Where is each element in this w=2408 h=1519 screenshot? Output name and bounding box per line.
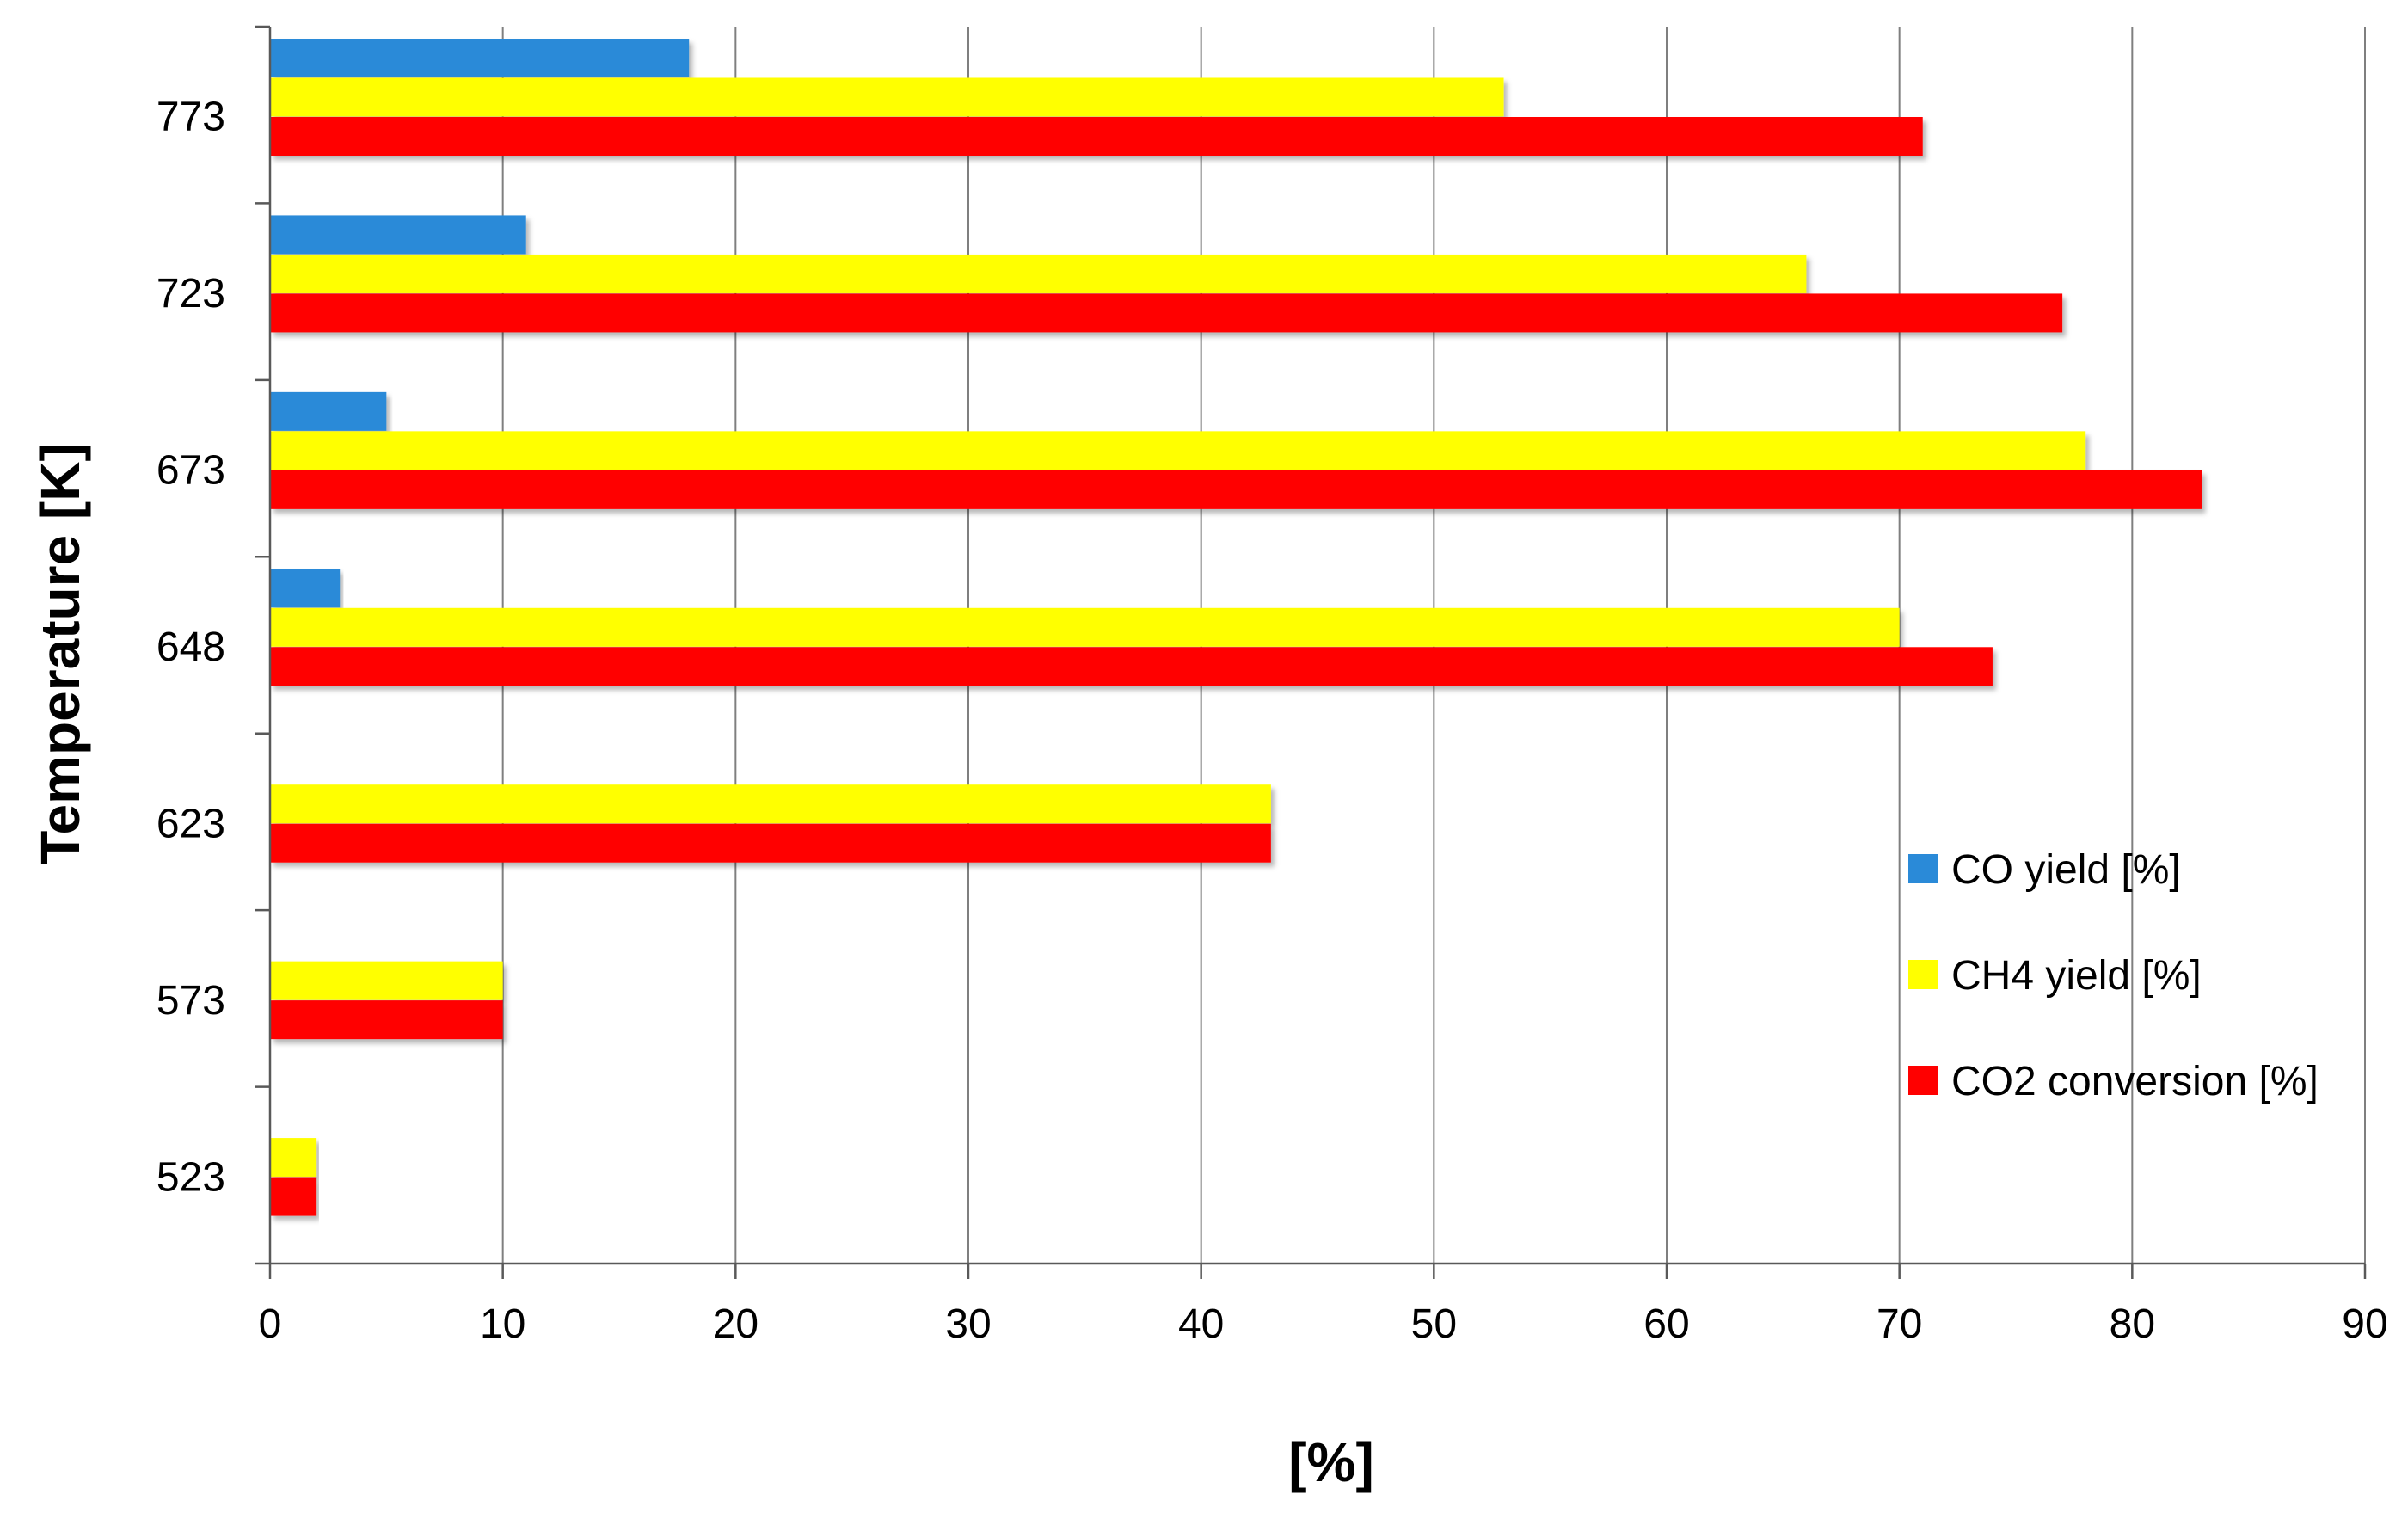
bar [270, 961, 503, 1000]
bar [270, 215, 526, 255]
y-tick-label: 673 [157, 448, 225, 494]
bar [270, 431, 2086, 470]
bar [270, 39, 690, 77]
y-tick-label: 523 [157, 1154, 225, 1200]
bar [270, 647, 1993, 686]
bar [270, 470, 2202, 509]
x-axis-title: [%] [1288, 1431, 1374, 1493]
x-tick-label: 0 [259, 1301, 282, 1347]
bar [270, 607, 1900, 647]
y-axis-title: Temperature [K] [29, 443, 91, 864]
x-tick-label: 60 [1643, 1301, 1689, 1347]
x-tick-label: 30 [945, 1301, 991, 1347]
bar [270, 77, 1504, 117]
legend-swatch [1908, 1066, 1938, 1095]
x-tick-label: 10 [480, 1301, 525, 1347]
legend-label: CO2 conversion [%] [1951, 1059, 2319, 1104]
bars [270, 39, 2202, 1216]
axes: 773 723 673 648 623 573 523 0 10 20 30 40 50 60 70 80 90 [157, 25, 2388, 1347]
bar [270, 1138, 317, 1178]
bar [270, 569, 341, 608]
bar [270, 784, 1271, 824]
x-tick-label: 40 [1178, 1301, 1224, 1347]
y-tick-label: 573 [157, 978, 225, 1024]
bar [270, 117, 1923, 156]
y-tick-label: 773 [157, 95, 225, 140]
bar [270, 1000, 503, 1040]
bar [270, 1177, 317, 1216]
x-tick-label: 20 [713, 1301, 759, 1347]
bar [270, 293, 2063, 333]
bar [270, 391, 387, 431]
legend-swatch [1908, 960, 1938, 989]
bar [270, 823, 1271, 863]
legend-label: CO yield [%] [1951, 847, 2181, 893]
legend-swatch [1908, 854, 1938, 883]
x-tick-label: 50 [1411, 1301, 1457, 1347]
x-tick-label: 80 [2110, 1301, 2155, 1347]
y-tick-label: 623 [157, 801, 225, 846]
legend-label: CH4 yield [%] [1951, 953, 2202, 999]
x-tick-label: 90 [2342, 1301, 2387, 1347]
bar [270, 254, 1807, 293]
x-tick-label: 70 [1877, 1301, 1922, 1347]
y-tick-label: 723 [157, 271, 225, 317]
legend: CO yield [%] CH4 yield [%] CO2 conversion … [1908, 847, 2319, 1104]
y-tick-label: 648 [157, 624, 225, 670]
